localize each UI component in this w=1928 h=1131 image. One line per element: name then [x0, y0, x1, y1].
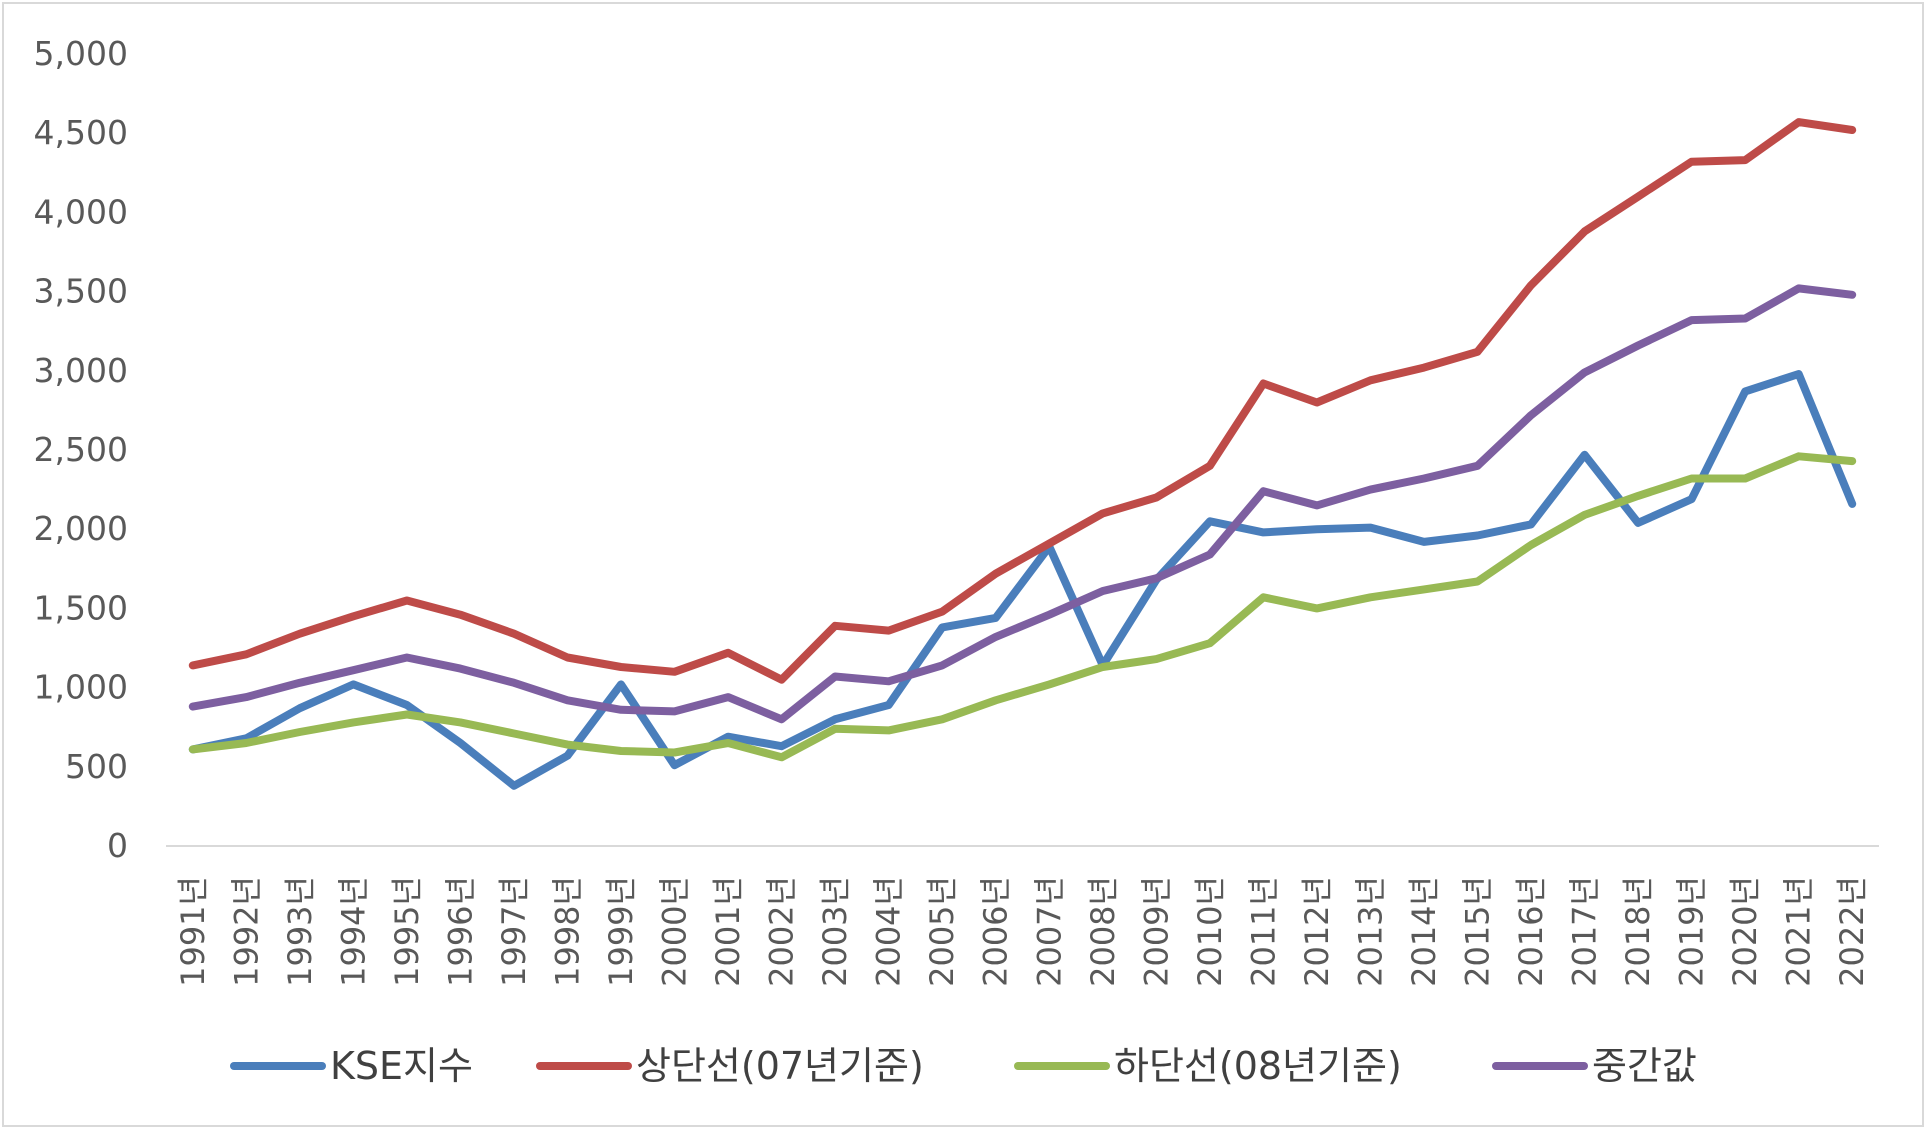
y-axis-labels: 0 500 1,000 1,500 2,000 2,500 3,000 3,500 4,000 4… — [34, 34, 128, 865]
series-line-2 — [188, 452, 1857, 762]
line-chart: 0 500 1,000 1,500 2,000 2,500 3,000 3,500 4,000 4… — [34, 34, 1879, 1088]
x-tick-label: 2014년 — [1405, 876, 1443, 987]
x-tick-label: 2015년 — [1459, 876, 1497, 987]
legend-label-3: 중간값 — [1592, 1044, 1697, 1088]
x-tick-label: 2004년 — [870, 876, 908, 987]
x-tick-label: 2013년 — [1351, 876, 1389, 987]
x-tick-label: 2021년 — [1780, 876, 1818, 987]
y-tick-label: 3,500 — [34, 272, 128, 311]
legend-label-1: 상단선(07년기준) — [636, 1044, 924, 1088]
x-tick-label: 1997년 — [495, 876, 533, 987]
y-tick-label: 0 — [107, 826, 128, 865]
x-axis-labels: 1991년 1992년 1993년 1994년 1995년 1996년 1997년 1998년… — [174, 876, 1871, 987]
x-tick-label: 2008년 — [1084, 876, 1122, 987]
x-tick-label: 1992년 — [227, 876, 265, 987]
series-line-3 — [188, 284, 1857, 724]
x-tick-label: 1994년 — [334, 876, 372, 987]
x-tick-label: 2000년 — [656, 876, 694, 987]
x-tick-label: 2007년 — [1030, 876, 1068, 987]
y-tick-label: 3,000 — [34, 351, 128, 390]
x-tick-label: 2012년 — [1298, 876, 1336, 987]
x-tick-label: 2011년 — [1244, 876, 1282, 987]
legend: KSE지수 상단선(07년기준) 하단선(08년기준) 중간값 — [230, 1044, 1697, 1088]
x-tick-label: 1991년 — [174, 876, 212, 987]
series-lines — [188, 118, 1857, 790]
x-tick-label: 2017년 — [1566, 876, 1604, 987]
x-tick-label: 2005년 — [923, 876, 961, 987]
x-tick-label: 1999년 — [602, 876, 640, 987]
x-tick-label: 2018년 — [1619, 876, 1657, 987]
x-tick-label: 2010년 — [1191, 876, 1229, 987]
x-tick-label: 2006년 — [977, 876, 1015, 987]
x-tick-label: 1998년 — [548, 876, 586, 987]
y-tick-label: 5,000 — [34, 34, 128, 73]
y-tick-label: 4,500 — [34, 113, 128, 152]
series-line-1 — [188, 118, 1857, 684]
y-tick-label: 2,500 — [34, 430, 128, 469]
x-tick-label: 1996년 — [441, 876, 479, 987]
y-tick-label: 1,000 — [34, 668, 128, 707]
x-tick-label: 2020년 — [1726, 876, 1764, 987]
series-line-0 — [188, 370, 1857, 790]
y-tick-label: 500 — [65, 747, 128, 786]
x-tick-label: 2016년 — [1512, 876, 1550, 987]
x-tick-label: 2019년 — [1673, 876, 1711, 987]
x-tick-label: 2003년 — [816, 876, 854, 987]
y-tick-label: 1,500 — [34, 588, 128, 627]
x-tick-label: 2009년 — [1137, 876, 1175, 987]
legend-label-0: KSE지수 — [330, 1044, 473, 1088]
x-tick-label: 2002년 — [763, 876, 801, 987]
y-tick-label: 2,000 — [34, 509, 128, 548]
x-tick-label: 1993년 — [281, 876, 319, 987]
y-tick-label: 4,000 — [34, 192, 128, 231]
x-tick-label: 2001년 — [709, 876, 747, 987]
x-tick-label: 1995년 — [388, 876, 426, 987]
x-tick-label: 2022년 — [1833, 876, 1871, 987]
legend-label-2: 하단선(08년기준) — [1114, 1044, 1402, 1088]
